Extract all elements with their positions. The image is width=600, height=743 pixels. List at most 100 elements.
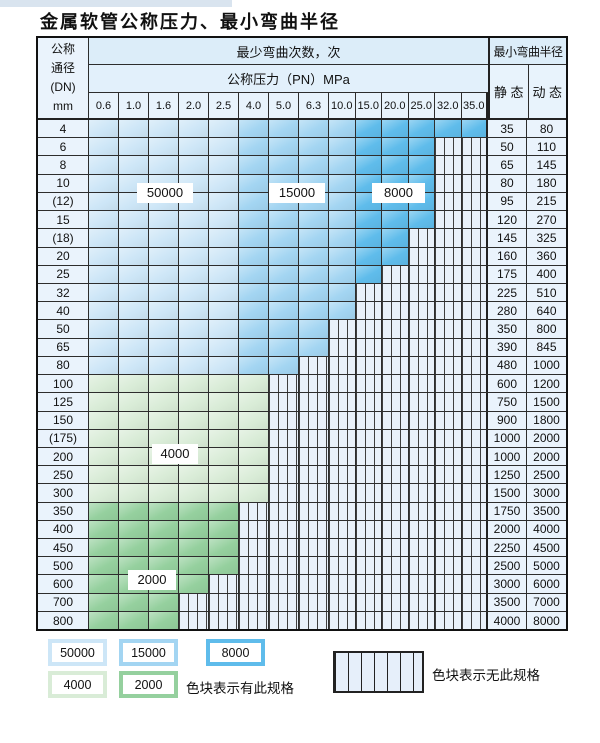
cycles-cell: [149, 411, 179, 429]
no-spec-cell: [382, 593, 409, 611]
table-row: (175) 1000 2000: [38, 429, 566, 448]
cycles-cell: [149, 320, 179, 338]
cycles-cell: [149, 429, 179, 447]
static-radius-cell: 120: [488, 211, 527, 229]
no-spec-cell: [239, 611, 269, 630]
cycles-cell: [239, 156, 269, 174]
legend-no-spec-text: 色块表示无此规格: [432, 668, 540, 683]
cycles-cell: [209, 447, 239, 466]
no-spec-cell: [382, 611, 409, 630]
cycles-cell: [119, 302, 149, 320]
cycles-cell: [89, 356, 119, 375]
no-spec-cell: [382, 466, 409, 484]
dynamic-radius-cell: 110: [527, 138, 566, 156]
dn-cell: 8: [38, 156, 89, 174]
no-spec-cell: [435, 265, 462, 283]
no-spec-cell: [299, 429, 329, 447]
no-spec-cell: [408, 320, 435, 338]
cycles-cell: [89, 539, 119, 557]
dynamic-radius-cell: 5000: [527, 557, 566, 575]
cycles-cell: [269, 156, 299, 174]
cycles-cell: [209, 429, 239, 447]
no-spec-cell: [355, 429, 382, 447]
no-spec-cell: [435, 411, 462, 429]
no-spec-cell: [269, 593, 299, 611]
cycles-cell: [89, 265, 119, 283]
no-spec-cell: [299, 411, 329, 429]
cycles-cell: [355, 229, 382, 247]
pressure-header: 公称压力（PN）MPa: [89, 65, 488, 93]
cycles-cell: [299, 338, 329, 356]
dynamic-header: 动 态: [532, 85, 563, 100]
pressure-tick: 35.0: [462, 93, 488, 118]
cycles-cell: [239, 338, 269, 356]
dn-cell: (18): [38, 229, 89, 247]
dn-cell: 6: [38, 138, 89, 156]
legend-chip-label: 8000: [210, 643, 261, 662]
dynamic-radius-cell: 270: [527, 211, 566, 229]
cycles-cell: [179, 229, 209, 247]
cycles-cell: [119, 611, 149, 630]
cycles-cell: [179, 156, 209, 174]
cycles-cell: [179, 320, 209, 338]
no-spec-cell: [382, 356, 409, 375]
cycles-cell: [89, 520, 119, 539]
cycles-cell: [269, 320, 299, 338]
no-spec-cell: [435, 283, 462, 302]
no-spec-cell: [269, 466, 299, 484]
cycles-cell: [299, 302, 329, 320]
cycles-cell: [119, 138, 149, 156]
pressure-tick: 20.0: [382, 93, 409, 118]
pressure-tick: 5.0: [269, 93, 299, 118]
no-spec-cell: [269, 447, 299, 466]
static-radius-cell: 35: [488, 120, 527, 138]
no-spec-cell: [408, 484, 435, 502]
no-spec-cell: [435, 229, 462, 247]
cycles-cell: [209, 466, 239, 484]
no-spec-cell: [461, 502, 488, 520]
no-spec-cell: [355, 302, 382, 320]
cycles-cell: [89, 302, 119, 320]
no-spec-cell: [299, 557, 329, 575]
legend-chip: 15000: [119, 639, 178, 666]
no-spec-cell: [355, 338, 382, 356]
dn-cell: 15: [38, 211, 89, 229]
no-spec-cell: [355, 466, 382, 484]
cycles-cell: [209, 138, 239, 156]
table-header: 公称 通径 (DN) mm 最少弯曲次数，次 公称压力（PN）MPa 0.6 1.…: [38, 38, 566, 120]
no-spec-cell: [461, 611, 488, 630]
dynamic-radius-cell: 325: [527, 229, 566, 247]
no-spec-cell: [461, 156, 488, 174]
pressure-tick: 1.0: [119, 93, 149, 118]
no-spec-cell: [461, 520, 488, 539]
cycles-cell: [149, 138, 179, 156]
dn-cell: (12): [38, 192, 89, 211]
static-radius-cell: 2000: [488, 520, 527, 539]
cycles-cell: [149, 611, 179, 630]
no-spec-cell: [329, 557, 356, 575]
no-spec-cell: [461, 575, 488, 593]
cycles-cell: [89, 138, 119, 156]
no-spec-cell: [408, 229, 435, 247]
cycles-cell: [119, 466, 149, 484]
no-spec-cell: [435, 192, 462, 211]
dn-header-line: (DN): [50, 80, 76, 94]
legend-chip: 2000: [119, 671, 178, 698]
pressure-tick: 32.0: [435, 93, 462, 118]
cycles-header: 最少弯曲次数，次: [89, 38, 488, 65]
no-spec-cell: [435, 211, 462, 229]
cycles-cell: [299, 247, 329, 265]
cycles-cell: [355, 265, 382, 283]
no-spec-cell: [382, 429, 409, 447]
static-radius-cell: 145: [488, 229, 527, 247]
cycles-cell: [239, 356, 269, 375]
no-spec-cell: [408, 502, 435, 520]
dn-cell: 4: [38, 120, 89, 138]
dn-cell: 300: [38, 484, 89, 502]
no-spec-cell: [239, 557, 269, 575]
static-radius-cell: 600: [488, 375, 527, 393]
no-spec-cell: [269, 375, 299, 393]
table-row: 6 50 110: [38, 138, 566, 157]
static-radius-cell: 2250: [488, 539, 527, 557]
cycles-cell: [119, 356, 149, 375]
